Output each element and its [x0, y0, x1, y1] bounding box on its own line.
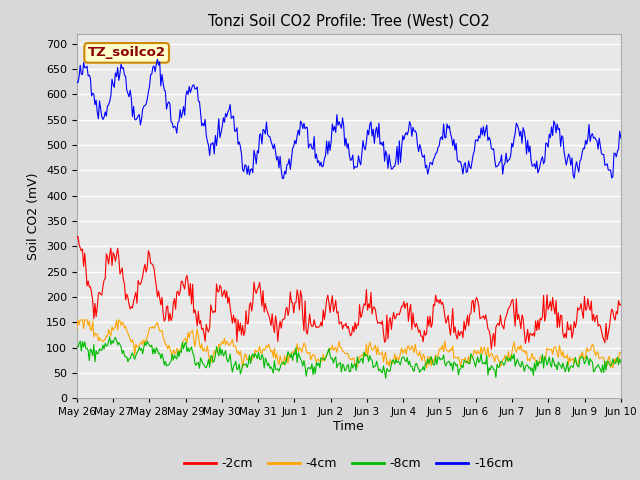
X-axis label: Time: Time [333, 420, 364, 433]
Legend: -2cm, -4cm, -8cm, -16cm: -2cm, -4cm, -8cm, -16cm [179, 452, 518, 475]
Text: TZ_soilco2: TZ_soilco2 [88, 47, 166, 60]
Y-axis label: Soil CO2 (mV): Soil CO2 (mV) [28, 172, 40, 260]
Title: Tonzi Soil CO2 Profile: Tree (West) CO2: Tonzi Soil CO2 Profile: Tree (West) CO2 [208, 13, 490, 28]
